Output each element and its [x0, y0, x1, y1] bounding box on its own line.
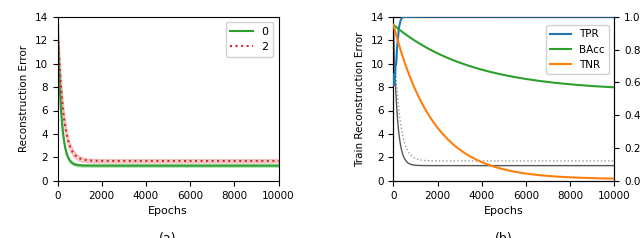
0	[195, 164, 202, 167]
Line: 0: 0	[58, 25, 278, 166]
BAcc	[557, 82, 565, 85]
TPR	[390, 84, 397, 86]
TPR	[531, 15, 538, 18]
Legend: 0, 2: 0, 2	[226, 22, 273, 57]
0	[67, 161, 75, 164]
TNR	[524, 172, 531, 175]
0	[244, 164, 252, 167]
BAcc	[524, 78, 531, 81]
BAcc	[518, 77, 525, 80]
TNR	[403, 68, 411, 70]
X-axis label: Epochs: Epochs	[148, 206, 188, 216]
2	[188, 159, 196, 162]
X-axis label: Epochs: Epochs	[484, 206, 524, 216]
Y-axis label: Reconstruction Error: Reconstruction Error	[19, 45, 29, 152]
BAcc	[611, 86, 618, 89]
TNR	[518, 172, 525, 174]
Legend: TPR, BAcc, TNR: TPR, BAcc, TNR	[546, 25, 609, 74]
Title: (b): (b)	[495, 232, 513, 238]
Line: BAcc: BAcc	[394, 25, 614, 87]
2	[221, 159, 229, 162]
2	[270, 159, 278, 162]
TNR	[557, 175, 565, 178]
TPR	[557, 15, 565, 18]
BAcc	[390, 24, 397, 26]
2	[244, 159, 252, 162]
2	[275, 159, 282, 162]
TNR	[390, 24, 397, 26]
2	[54, 24, 61, 26]
BAcc	[531, 79, 538, 82]
Line: TNR: TNR	[394, 25, 614, 178]
BAcc	[403, 34, 411, 37]
2	[195, 159, 202, 162]
TPR	[518, 15, 525, 18]
TPR	[524, 15, 531, 18]
0	[182, 164, 189, 167]
TNR	[611, 177, 618, 180]
0	[198, 164, 206, 167]
TNR	[580, 176, 588, 179]
Y-axis label: Train Reconstruction Error: Train Reconstruction Error	[355, 31, 365, 167]
Title: (a): (a)	[159, 232, 177, 238]
2	[182, 159, 189, 162]
2	[67, 148, 75, 151]
Line: TPR: TPR	[394, 17, 614, 85]
0	[275, 164, 282, 167]
0	[221, 164, 229, 167]
0	[54, 24, 61, 26]
0	[188, 164, 196, 167]
Line: 2: 2	[58, 25, 278, 161]
TPR	[403, 15, 411, 18]
TPR	[580, 15, 588, 18]
BAcc	[580, 84, 588, 87]
TPR	[611, 15, 618, 18]
TNR	[531, 173, 538, 176]
